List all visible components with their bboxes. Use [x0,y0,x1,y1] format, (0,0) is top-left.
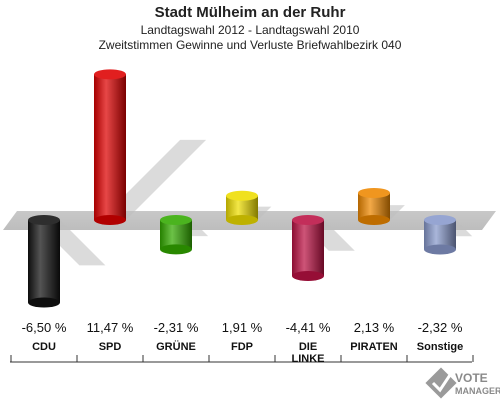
bar-bottom [358,215,390,225]
logo-text-manager: MANAGER [455,386,500,396]
value-labels: -6,50 % 11,47 % -2,31 % 1,91 % -4,41 % 2,13 %… [22,320,463,335]
bar-bottom [292,271,324,282]
bar-die-linke [292,215,324,282]
bar-shadow [100,139,207,220]
chart-subtitle-2: Zweitstimmen Gewinne und Verluste Briefw… [99,38,402,52]
category-label: DIE LINKE [292,341,325,365]
chart-title: Stadt Mülheim an der Ruhr [155,4,346,21]
category-label: SPD [99,341,122,353]
bar-bottom [226,215,258,225]
bar-piraten [358,187,390,225]
value-label: 11,47 % [87,320,134,335]
bar-body [292,220,324,277]
value-label: -4,41 % [286,320,331,335]
category-label: CDU [32,341,56,353]
bar-bottom [28,297,60,308]
bar-top [94,69,126,80]
bar-body [28,220,60,303]
bar-gr-ne [160,215,192,255]
category-labels: CDU SPD GRÜNE FDP DIE LINKE PIRATEN Sonstige [32,340,463,365]
bar-fdp [226,190,258,225]
value-label: -2,32 % [418,320,463,335]
bar-bottom [94,215,126,225]
category-label: FDP [231,341,253,353]
value-label: 1,91 % [222,320,263,335]
category-label: GRÜNE [156,340,196,353]
bar-top [160,215,192,225]
bar-top [226,190,258,201]
bar-top [28,215,60,225]
bar-body [94,74,126,221]
bar-top [292,215,324,225]
bar-top [358,187,390,198]
category-axis-ticks [10,355,474,362]
category-label: PIRATEN [350,341,398,353]
bar-spd [94,69,126,225]
value-label: -6,50 % [22,320,67,335]
bar-bottom [424,244,456,255]
value-label: -2,31 % [154,320,199,335]
bar-sonstige [424,215,456,255]
votemanager-logo: VOTE MANAGER [425,367,500,399]
bars [28,69,456,308]
bar-cdu [28,215,60,308]
logo-check-icon [425,367,457,399]
category-label: Sonstige [417,341,463,353]
bar-bottom [160,244,192,255]
chart-subtitle: Landtagswahl 2012 - Landtagswahl 2010 [141,23,360,37]
bar-top [424,215,456,225]
logo-text-vote: VOTE [455,371,488,385]
value-label: 2,13 % [354,320,395,335]
